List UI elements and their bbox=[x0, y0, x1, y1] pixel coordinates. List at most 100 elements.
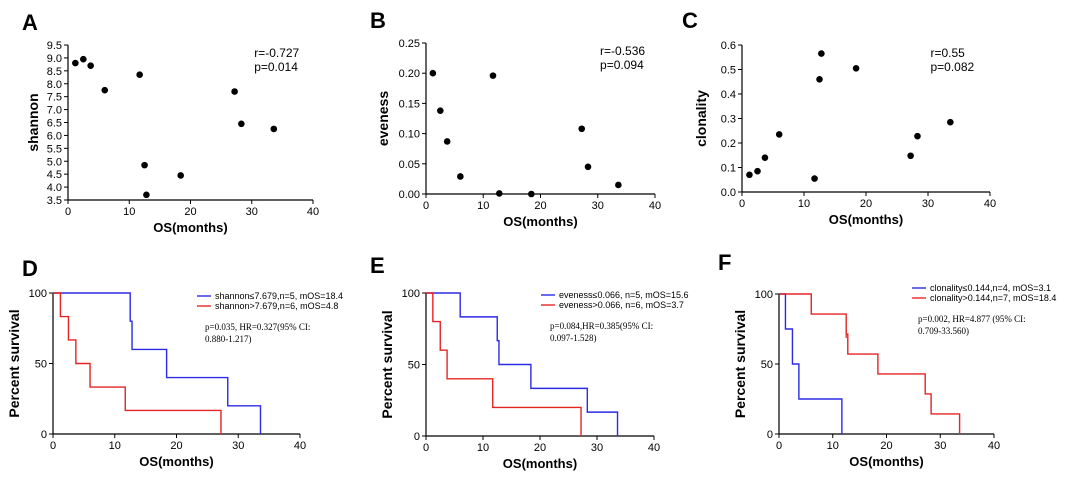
data-point bbox=[141, 161, 148, 169]
data-point bbox=[143, 191, 150, 199]
data-point bbox=[270, 125, 278, 133]
y-tick-label: 0.00 bbox=[399, 189, 420, 201]
data-point bbox=[231, 88, 238, 95]
data-point bbox=[615, 181, 622, 189]
data-point bbox=[101, 86, 109, 94]
data-point bbox=[907, 152, 914, 160]
x-tick-label: 0 bbox=[65, 206, 71, 218]
stats-text: p=0.035, HR=0.327(95% CI: bbox=[205, 322, 310, 332]
data-point bbox=[811, 175, 818, 182]
data-point bbox=[528, 190, 535, 198]
data-point bbox=[775, 131, 783, 138]
y-tick-label: 0.10 bbox=[399, 129, 420, 141]
data-point bbox=[457, 173, 464, 180]
data-point bbox=[852, 64, 860, 72]
stats-text: p=0.002, HR=4.877 (95% CI: bbox=[918, 314, 1026, 324]
y-tick-label: 0.3 bbox=[721, 114, 736, 126]
y-tick-label: 9.0 bbox=[47, 53, 62, 65]
survival-curve bbox=[426, 292, 582, 436]
y-tick-label: 5.0 bbox=[47, 156, 62, 168]
x-tick-label: 0 bbox=[50, 440, 56, 452]
panel-d: D 0 10 20 30 40 0 50 100 OS(months) Percent surviv… bbox=[6, 256, 343, 469]
panel-c: C 0 10 20 30 40 0.0 0.1 0.2 0.3 0.4 0.5 0.6 OS(months… bbox=[682, 8, 996, 227]
survival-curve bbox=[53, 292, 262, 434]
data-point bbox=[72, 59, 79, 67]
data-point bbox=[495, 190, 503, 197]
data-point bbox=[761, 154, 769, 161]
legend-label: clonality≤0.144,n=4, mOS=3.1 bbox=[930, 283, 1051, 293]
x-tick-label: 30 bbox=[922, 198, 934, 210]
data-point bbox=[818, 50, 825, 57]
panel-letter: A bbox=[22, 10, 38, 35]
y-tick-label: 100 bbox=[402, 288, 420, 300]
x-tick-label: 20 bbox=[534, 200, 546, 212]
stats-text: p=0.084,HR=0.385(95% CI: bbox=[550, 321, 653, 331]
data-point bbox=[136, 71, 143, 79]
x-tick-label: 40 bbox=[988, 440, 1000, 452]
y-axis-title: eveness bbox=[375, 91, 391, 146]
survival-curve bbox=[779, 293, 961, 434]
y-tick-label: 0.0 bbox=[721, 187, 736, 199]
data-point bbox=[443, 138, 451, 145]
y-tick-label: 0 bbox=[414, 431, 420, 443]
data-point bbox=[429, 69, 437, 77]
x-tick-label: 40 bbox=[984, 198, 996, 210]
x-tick-label: 20 bbox=[170, 440, 182, 452]
data-point bbox=[489, 72, 497, 79]
panel-letter: F bbox=[718, 250, 731, 275]
x-tick-label: 10 bbox=[477, 442, 489, 454]
x-tick-label: 0 bbox=[776, 440, 782, 452]
data-point bbox=[914, 132, 921, 140]
panel-e: E 0 10 20 30 40 0 50 100 OS(months) Percent surviv… bbox=[370, 253, 689, 471]
y-axis-title: clonality bbox=[693, 90, 709, 147]
y-tick-label: 0.4 bbox=[721, 89, 736, 101]
data-point bbox=[947, 118, 954, 126]
y-tick-label: 0.5 bbox=[721, 65, 736, 77]
y-tick-label: 3.5 bbox=[47, 195, 62, 207]
y-tick-label: 8.0 bbox=[47, 79, 62, 91]
y-axis-title: Percent survival bbox=[379, 310, 395, 418]
y-tick-label: 8.5 bbox=[47, 66, 62, 78]
x-axis-title: OS(months) bbox=[849, 454, 923, 469]
x-tick-label: 20 bbox=[860, 198, 872, 210]
x-tick-label: 40 bbox=[648, 442, 660, 454]
panel-b: B 0 10 20 30 40 0.00 0.05 0.10 0.15 0.20 0.25 OS(mon… bbox=[370, 8, 661, 229]
x-axis-title: OS(months) bbox=[503, 456, 577, 471]
correlation-r: r=-0.727 bbox=[254, 46, 299, 60]
stats-text: 0.709-33.560) bbox=[918, 326, 969, 336]
x-axis-title: OS(months) bbox=[503, 214, 577, 229]
data-point bbox=[578, 125, 586, 133]
y-tick-label: 0 bbox=[767, 429, 773, 441]
data-point bbox=[238, 120, 245, 128]
x-tick-label: 0 bbox=[423, 442, 429, 454]
x-axis-title: OS(months) bbox=[153, 220, 227, 235]
y-tick-label: 50 bbox=[35, 359, 47, 371]
y-tick-label: 4.0 bbox=[47, 182, 62, 194]
y-tick-label: 7.0 bbox=[47, 105, 62, 117]
y-tick-label: 100 bbox=[29, 288, 47, 300]
legend-label: shannon>7.679,n=6, mOS=4.8 bbox=[215, 301, 338, 311]
x-tick-label: 0 bbox=[739, 198, 745, 210]
y-tick-label: 0.25 bbox=[399, 38, 420, 50]
stats-text: 0.880-1.217) bbox=[205, 334, 252, 344]
legend-label: eveness>0.066, n=6, mOS=3.7 bbox=[559, 300, 684, 310]
panel-letter: D bbox=[22, 256, 38, 281]
correlation-p: p=0.094 bbox=[600, 58, 644, 72]
y-tick-label: 0.1 bbox=[721, 163, 736, 175]
legend-label: clonality>0.144,n=7, mOS=18.4 bbox=[930, 293, 1056, 303]
correlation-p: p=0.014 bbox=[254, 60, 298, 74]
y-tick-label: 0.2 bbox=[721, 138, 736, 150]
data-point bbox=[816, 76, 823, 83]
panel-f: F 0 10 20 30 40 0 50 100 OS(months) Percent surviv… bbox=[718, 250, 1056, 469]
y-tick-label: 100 bbox=[755, 289, 773, 301]
x-tick-label: 40 bbox=[649, 200, 661, 212]
panel-letter: B bbox=[370, 8, 386, 33]
x-tick-label: 20 bbox=[880, 440, 892, 452]
y-axis-title: Percent survival bbox=[732, 310, 748, 418]
survival-curve bbox=[53, 292, 222, 434]
y-tick-label: 7.5 bbox=[47, 92, 62, 104]
y-tick-label: 4.5 bbox=[47, 169, 62, 181]
y-axis-title: shannon bbox=[25, 93, 41, 151]
survival-curve bbox=[426, 292, 619, 436]
